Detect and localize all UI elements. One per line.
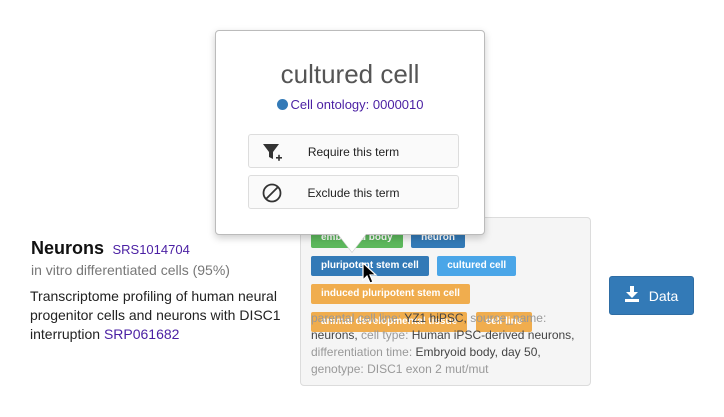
sample-id-link[interactable]: SRS1014704	[112, 242, 190, 257]
meta-key: parental cell line:	[311, 311, 402, 325]
require-term-label: Require this term	[307, 145, 400, 159]
sample-description: Transcriptome profiling of human neural …	[30, 288, 281, 342]
sample-description-block: Transcriptome profiling of human neural …	[30, 287, 292, 344]
meta-value: DISC1 exon 2 mut/mut	[367, 362, 489, 376]
sample-title: Neurons	[31, 238, 105, 258]
meta-value: Human iPSC-derived neurons,	[411, 328, 575, 342]
meta-value: YZ1 hiPSC,	[404, 311, 467, 325]
require-term-button[interactable]: Require this term	[248, 134, 459, 168]
mouse-cursor-icon	[362, 261, 378, 284]
data-button[interactable]: Data	[609, 276, 694, 315]
exclude-term-label: Exclude this term	[307, 186, 400, 200]
ontology-link[interactable]: Cell ontology: 0000010	[290, 97, 424, 112]
exclude-term-button[interactable]: Exclude this term	[248, 175, 459, 209]
sample-metadata: parental cell line: YZ1 hiPSC, source_na…	[311, 310, 586, 378]
meta-value: Embryoid body, day 50,	[415, 345, 541, 359]
ban-icon	[261, 182, 283, 204]
meta-value: neurons,	[311, 328, 358, 342]
sample-subtitle: in vitro differentiated cells (95%)	[31, 262, 230, 278]
ontology-dot-icon	[276, 99, 288, 110]
data-button-label: Data	[648, 287, 679, 304]
ontology-link-row: Cell ontology: 0000010	[216, 97, 484, 112]
term-popover: cultured cell Cell ontology: 0000010 Req…	[215, 30, 485, 235]
popover-arrow	[338, 234, 366, 252]
tag-cultured-cell[interactable]: cultured cell	[437, 256, 517, 276]
sample-header: Neurons SRS1014704 in vitro differentiat…	[31, 238, 293, 278]
tag-pluripotent-stem-cell[interactable]: pluripotent stem cell	[311, 256, 429, 276]
meta-key: differentiation time:	[311, 345, 413, 359]
meta-key: genotype:	[311, 362, 364, 376]
popover-title: cultured cell	[280, 59, 420, 89]
tag-induced-pluripotent-stem-cell[interactable]: induced pluripotent stem cell	[311, 284, 470, 304]
meta-key: source_name:	[470, 311, 547, 325]
project-id-link[interactable]: SRP061682	[103, 326, 180, 342]
filter-plus-icon	[261, 141, 283, 163]
tag-animal-developmental-tissue[interactable]: animal developmental tissue	[311, 312, 468, 332]
tag-cell-line[interactable]: cell line	[475, 312, 533, 332]
meta-key: cell type:	[361, 328, 409, 342]
download-icon	[624, 286, 639, 305]
